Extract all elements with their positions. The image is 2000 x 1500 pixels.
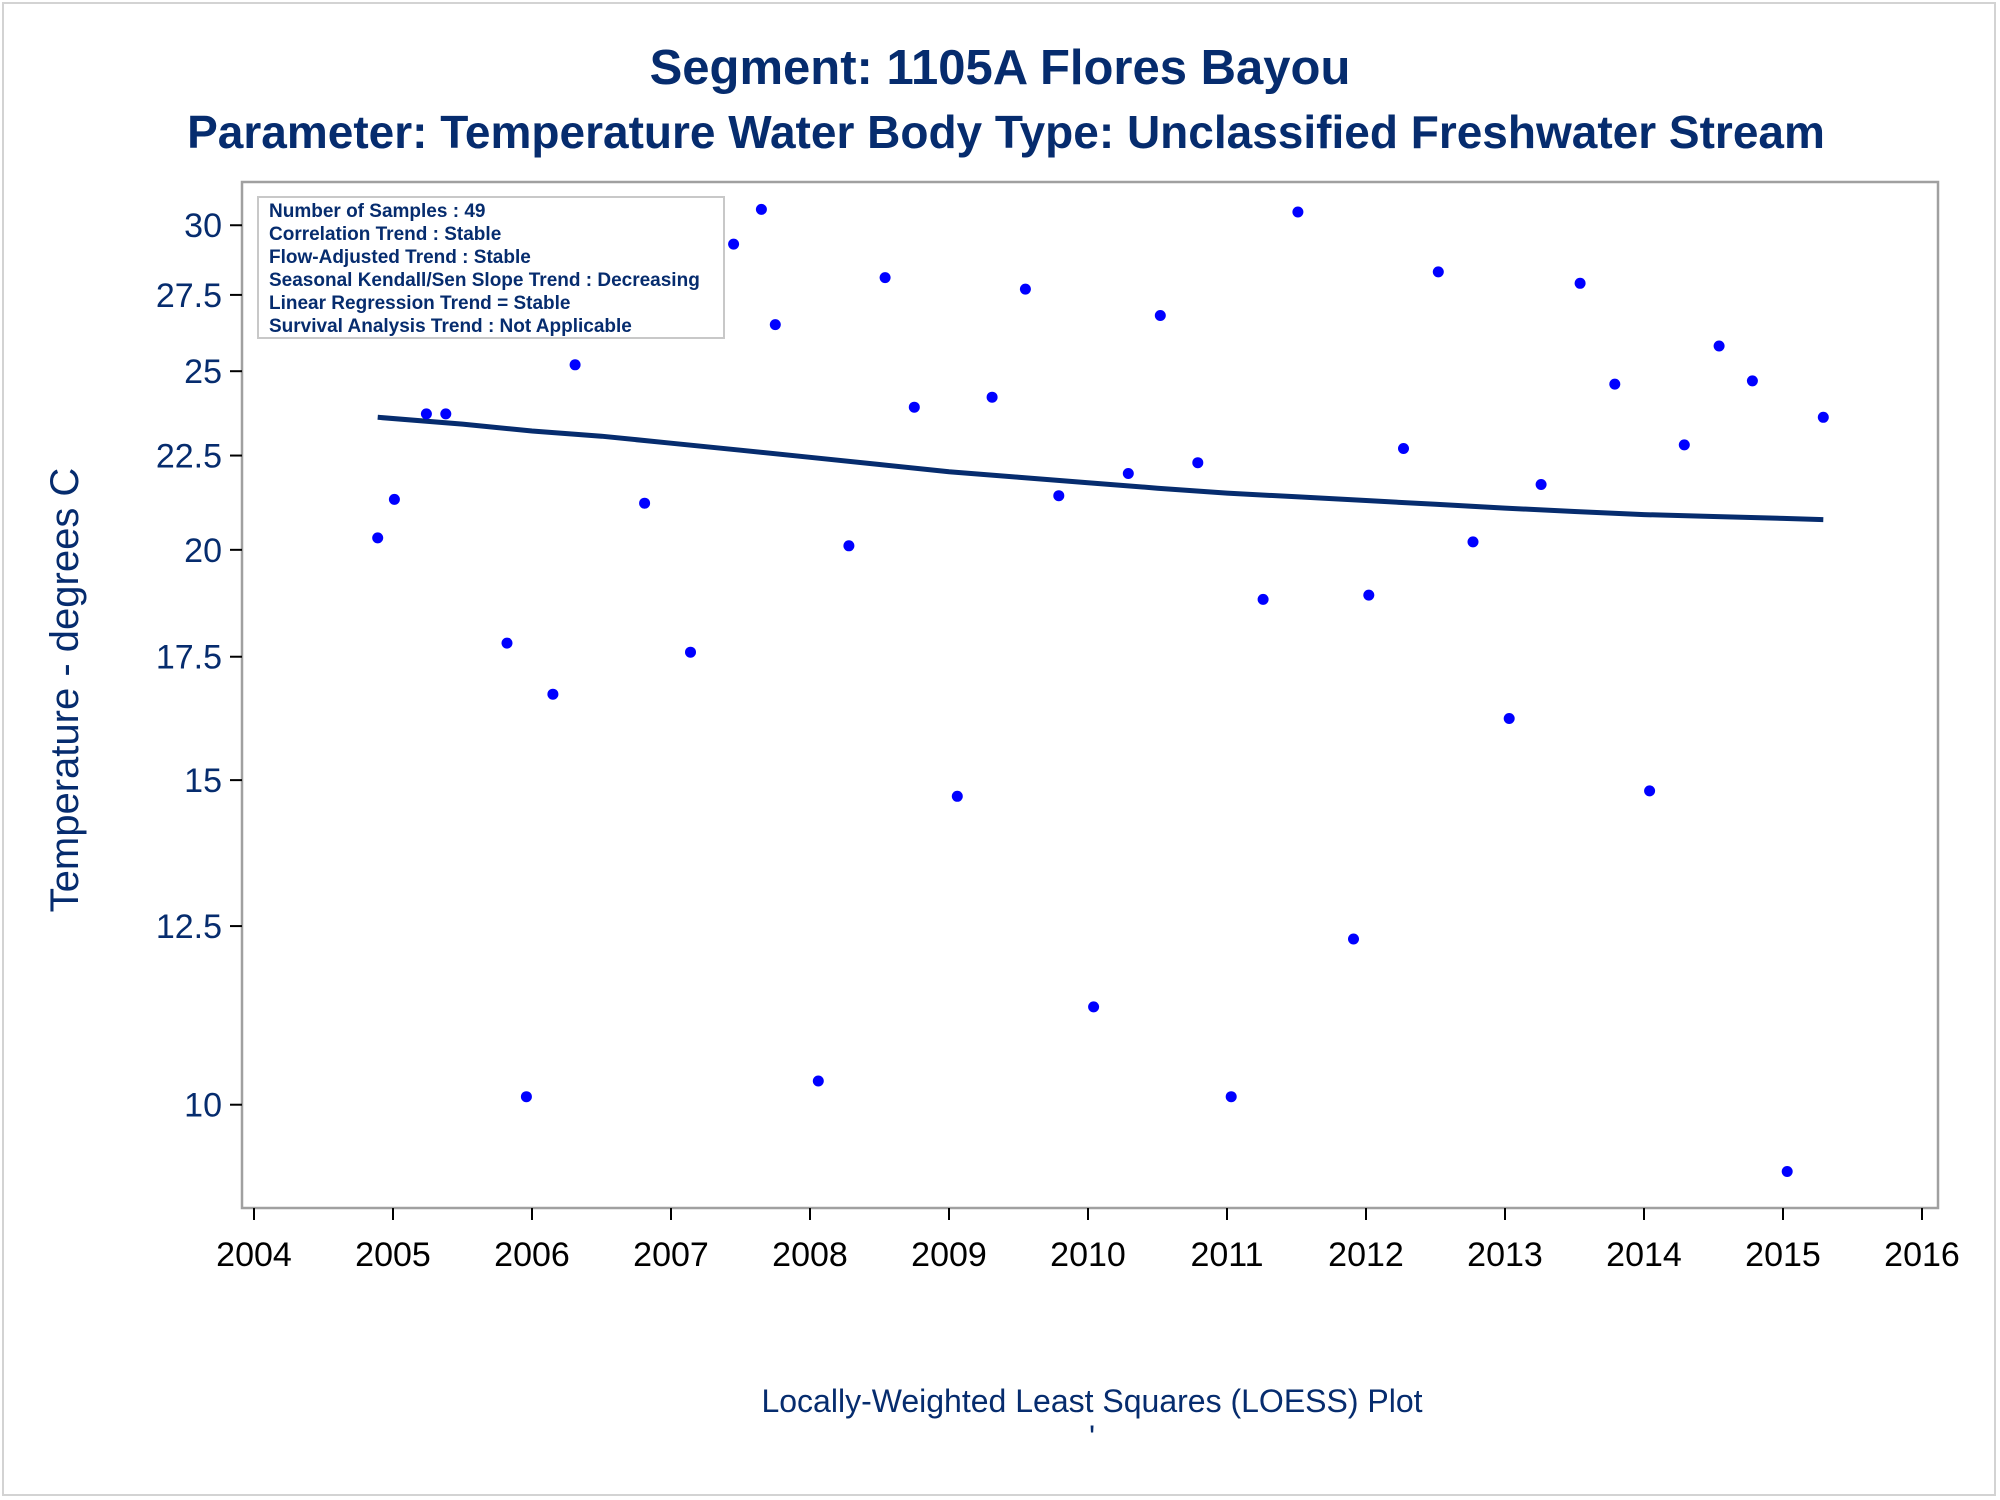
data-point — [1678, 439, 1690, 451]
y-tick-label: 10 — [184, 1087, 222, 1125]
y-tick-label: 30 — [184, 207, 222, 245]
y-axis: 10 12.5 15 17.5 20 22.5 25 27.5 30 — [156, 207, 242, 1125]
legend-line-correlation: Correlation Trend : Stable — [269, 224, 501, 245]
x-tick-label: 2006 — [494, 1236, 570, 1274]
data-point — [501, 637, 513, 649]
y-tick-label: 15 — [184, 762, 222, 800]
data-point — [1292, 206, 1304, 218]
data-point — [1432, 266, 1444, 278]
footnote-mark: ' — [1089, 1419, 1095, 1455]
data-point — [1467, 536, 1479, 548]
data-point — [1122, 468, 1134, 479]
x-tick-label: 2007 — [633, 1236, 709, 1274]
legend-line-linear-regression: Linear Regression Trend = Stable — [269, 293, 570, 314]
x-tick-label: 2009 — [911, 1236, 987, 1274]
data-point — [685, 646, 696, 658]
data-point — [1363, 589, 1375, 601]
data-point — [1644, 785, 1656, 797]
data-point — [908, 401, 920, 413]
data-point — [440, 408, 452, 420]
y-tick-label: 27.5 — [156, 277, 222, 315]
loess-line — [377, 414, 1824, 523]
y-tick-label: 12.5 — [156, 908, 222, 946]
x-tick-label: 2012 — [1328, 1236, 1404, 1274]
data-point — [1713, 340, 1725, 352]
data-point — [755, 203, 767, 215]
data-point — [639, 497, 651, 509]
legend-line-survival: Survival Analysis Trend : Not Applicable — [269, 316, 632, 337]
data-point — [1781, 1166, 1793, 1177]
data-point — [769, 319, 781, 331]
x-tick-label: 2004 — [216, 1236, 292, 1274]
footnote: Locally-Weighted Least Squares (LOESS) P… — [761, 1383, 1422, 1419]
data-point — [812, 1075, 824, 1087]
data-point — [1348, 933, 1359, 945]
data-point — [879, 272, 891, 284]
y-tick-label: 25 — [184, 353, 222, 391]
data-point — [388, 493, 400, 505]
data-point — [986, 391, 998, 403]
x-tick-label: 2011 — [1190, 1236, 1263, 1274]
data-point — [1257, 593, 1269, 605]
y-tick-label: 22.5 — [156, 438, 222, 476]
data-point — [520, 1091, 532, 1103]
data-point — [1609, 378, 1621, 390]
data-point — [1503, 713, 1515, 724]
data-point — [843, 540, 855, 552]
x-tick-label: 2015 — [1745, 1236, 1821, 1274]
y-tick-label: 20 — [184, 532, 222, 570]
legend-box-border — [257, 196, 725, 339]
data-point — [1225, 1091, 1237, 1103]
data-point — [420, 408, 432, 420]
legend-line-flow-adjusted: Flow-Adjusted Trend : Stable — [269, 247, 531, 268]
x-tick-label: 2014 — [1606, 1236, 1682, 1274]
data-point — [1053, 490, 1065, 502]
data-point — [1088, 1001, 1100, 1013]
x-tick-label: 2013 — [1467, 1236, 1543, 1274]
data-point — [1574, 277, 1586, 289]
data-point — [728, 238, 740, 250]
data-point — [1398, 443, 1409, 454]
legend-line-samples: Number of Samples : 49 — [269, 201, 485, 222]
chart-subtitle: Parameter: Temperature Water Body Type: … — [187, 106, 1825, 158]
data-point — [569, 359, 581, 371]
y-axis-label: Temperature - degrees C — [43, 468, 87, 913]
plot-area — [240, 180, 1940, 1210]
legend-box: Number of Samples : 49 Correlation Trend… — [257, 196, 725, 339]
x-tick-label: 2016 — [1884, 1236, 1960, 1274]
x-tick-label: 2005 — [355, 1236, 431, 1274]
x-tick-label: 2010 — [1050, 1236, 1126, 1274]
data-point — [372, 532, 384, 544]
data-point — [1535, 479, 1547, 490]
legend-line-seasonal-kendall: Seasonal Kendall/Sen Slope Trend : Decre… — [269, 270, 700, 291]
data-point — [1817, 411, 1829, 423]
data-point — [1154, 310, 1166, 321]
data-point — [1746, 375, 1758, 387]
x-axis: 2004 2005 2006 2007 2008 2009 2010 2011 2012 2013… — [216, 1208, 1960, 1274]
y-tick-label: 17.5 — [156, 639, 222, 677]
data-point — [1192, 457, 1204, 469]
data-point — [1019, 283, 1031, 295]
data-point — [547, 688, 559, 700]
chart-title: Segment: 1105A Flores Bayou — [650, 41, 1351, 95]
x-tick-label: 2008 — [772, 1236, 848, 1274]
data-point — [951, 790, 963, 802]
